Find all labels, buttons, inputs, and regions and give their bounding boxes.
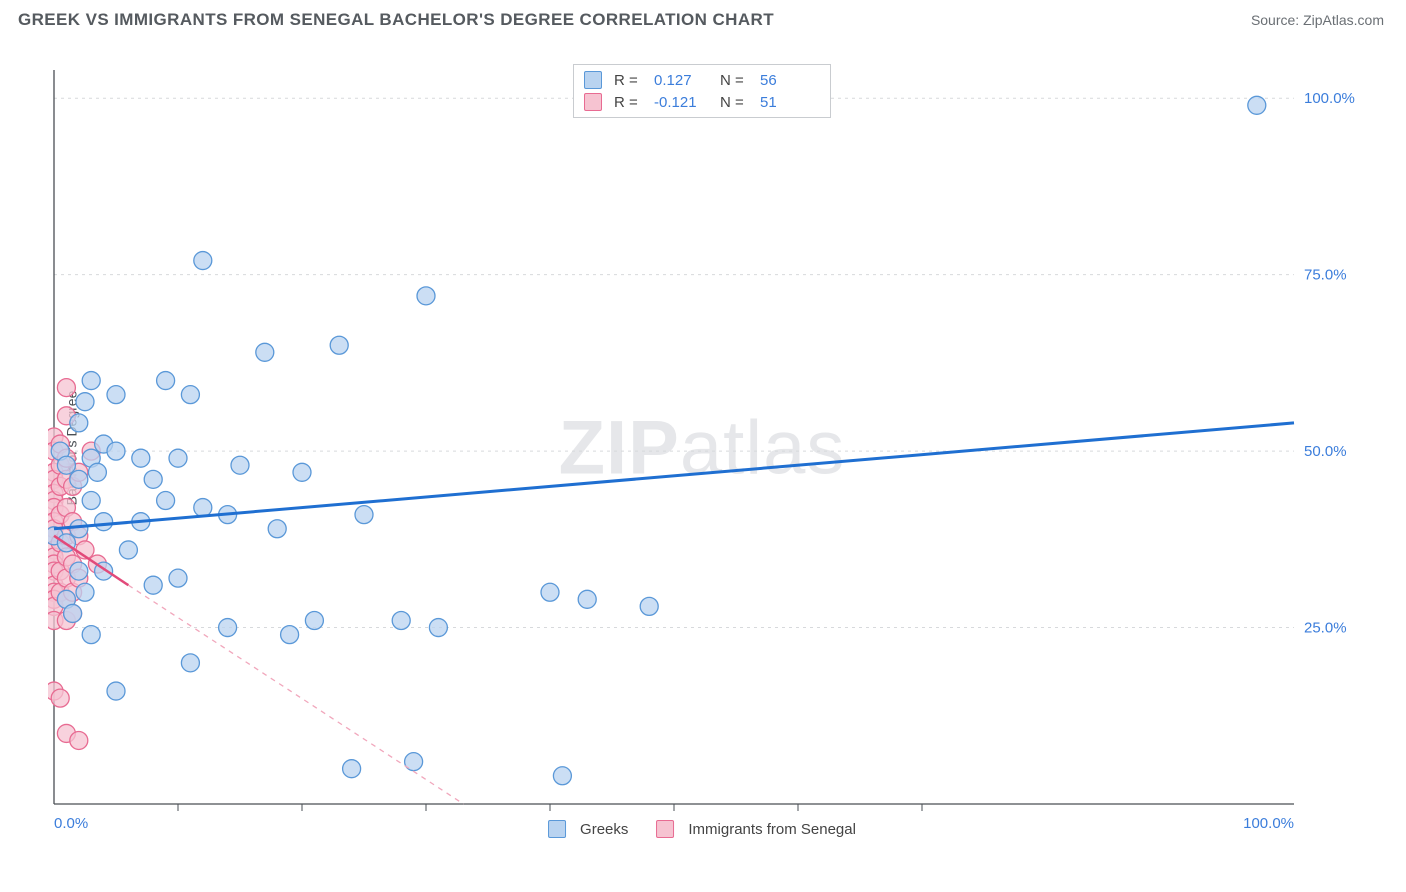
source-label: Source: ZipAtlas.com bbox=[1251, 12, 1384, 28]
legend-n-value-senegal: 51 bbox=[760, 94, 820, 111]
legend-label-greeks: Greeks bbox=[580, 821, 628, 838]
legend-row-senegal: R = -0.121 N = 51 bbox=[584, 91, 820, 113]
legend-n-label: N = bbox=[720, 72, 754, 89]
svg-text:75.0%: 75.0% bbox=[1304, 267, 1347, 284]
legend-row-greeks: R = 0.127 N = 56 bbox=[584, 69, 820, 91]
chart-container: Bachelor's Degree ZIPatlas 0.0%100.0%25.… bbox=[48, 60, 1356, 836]
legend-n-value-greeks: 56 bbox=[760, 72, 820, 89]
legend-swatch-senegal bbox=[656, 820, 674, 838]
chart-title: GREEK VS IMMIGRANTS FROM SENEGAL BACHELO… bbox=[18, 10, 774, 30]
legend-swatch-greeks bbox=[584, 71, 602, 89]
legend-series: Greeks Immigrants from Senegal bbox=[548, 820, 856, 838]
legend-label-senegal: Immigrants from Senegal bbox=[688, 821, 856, 838]
legend-r-value-greeks: 0.127 bbox=[654, 72, 714, 89]
legend-swatch-greeks bbox=[548, 820, 566, 838]
header-bar: GREEK VS IMMIGRANTS FROM SENEGAL BACHELO… bbox=[0, 0, 1406, 36]
svg-text:50.0%: 50.0% bbox=[1304, 443, 1347, 460]
svg-text:0.0%: 0.0% bbox=[54, 815, 88, 832]
legend-correlation: R = 0.127 N = 56 R = -0.121 N = 51 bbox=[573, 64, 831, 118]
legend-swatch-senegal bbox=[584, 93, 602, 111]
legend-item-senegal: Immigrants from Senegal bbox=[656, 820, 856, 838]
legend-r-label: R = bbox=[614, 94, 648, 111]
svg-text:100.0%: 100.0% bbox=[1243, 815, 1294, 832]
legend-n-label: N = bbox=[720, 94, 754, 111]
legend-r-label: R = bbox=[614, 72, 648, 89]
svg-text:100.0%: 100.0% bbox=[1304, 90, 1355, 107]
svg-text:25.0%: 25.0% bbox=[1304, 620, 1347, 637]
legend-item-greeks: Greeks bbox=[548, 820, 628, 838]
scatter-plot: 0.0% 100.0% 25.0% 50.0% 75.0% 100.0% bbox=[48, 60, 1356, 836]
legend-r-value-senegal: -0.121 bbox=[654, 94, 714, 111]
